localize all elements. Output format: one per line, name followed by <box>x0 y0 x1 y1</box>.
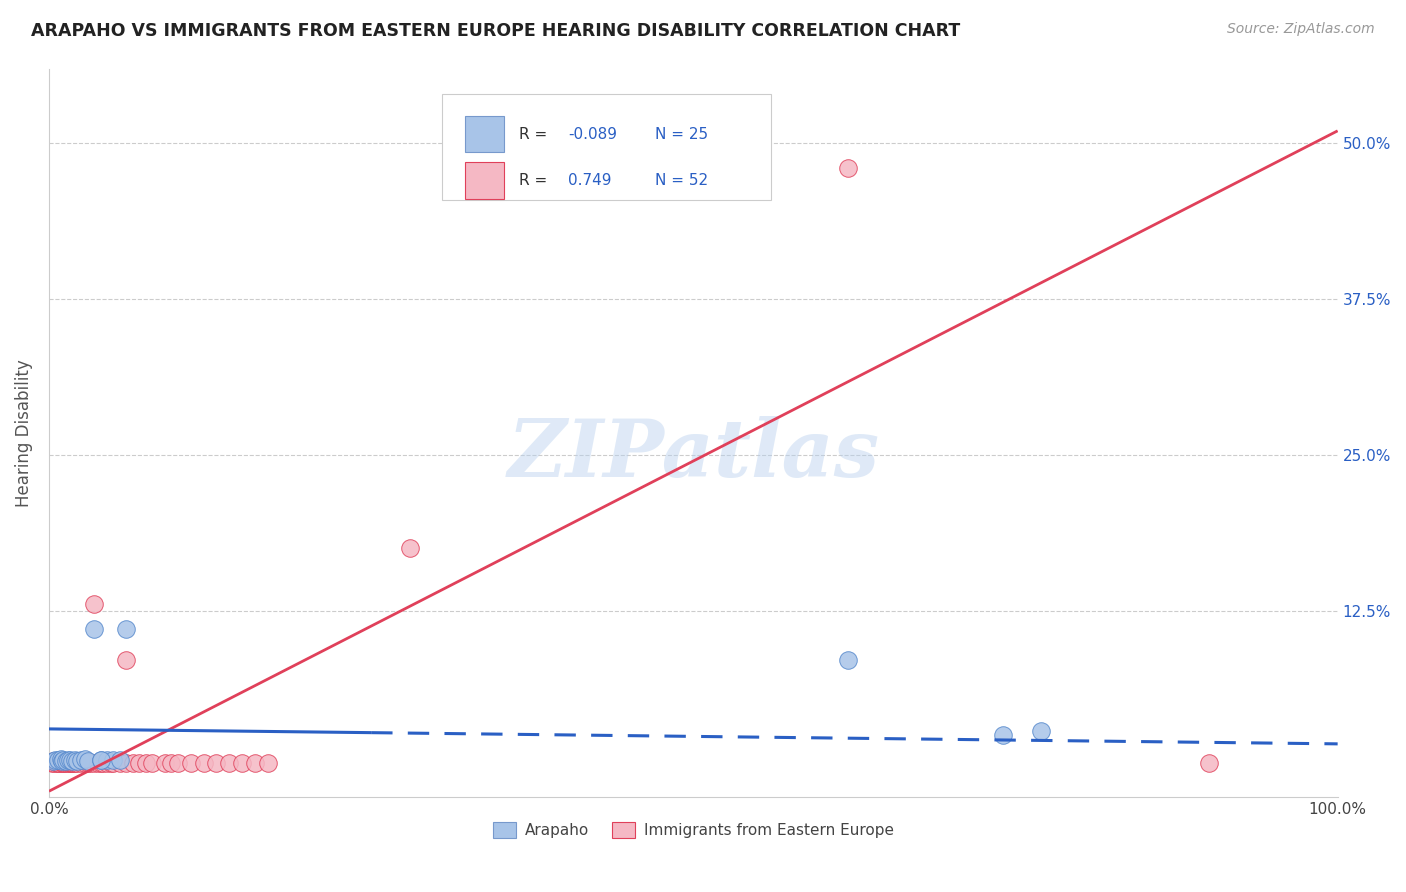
Point <box>153 756 176 770</box>
Point <box>87 756 110 770</box>
Point <box>60 756 83 770</box>
Text: Source: ZipAtlas.com: Source: ZipAtlas.com <box>1227 22 1375 37</box>
Point <box>83 756 105 770</box>
Point <box>42 754 65 768</box>
Point <box>58 756 80 770</box>
Point <box>63 753 86 767</box>
Point <box>83 597 105 611</box>
Point <box>1198 756 1220 770</box>
Point <box>66 756 89 770</box>
Point <box>44 753 66 767</box>
Text: N = 25: N = 25 <box>655 127 707 142</box>
Point <box>218 756 240 770</box>
Point <box>73 756 96 770</box>
Point <box>103 756 125 770</box>
Point <box>55 754 77 768</box>
Point <box>837 161 859 176</box>
Point <box>257 756 280 770</box>
Point <box>96 753 118 767</box>
Point <box>89 753 111 767</box>
Point <box>96 756 118 770</box>
Point <box>51 754 73 768</box>
Point <box>79 756 101 770</box>
Point <box>991 728 1014 742</box>
Point <box>56 754 79 768</box>
Point <box>63 756 86 770</box>
Point <box>46 756 69 770</box>
FancyBboxPatch shape <box>441 94 770 200</box>
Point <box>166 756 188 770</box>
Point <box>49 752 72 766</box>
Point <box>1031 724 1053 739</box>
Point <box>115 653 138 667</box>
Point <box>48 756 70 770</box>
Point <box>42 756 65 770</box>
Point <box>46 753 69 767</box>
Point <box>205 756 228 770</box>
Point <box>160 756 183 770</box>
Point <box>100 756 122 770</box>
Point <box>58 753 80 767</box>
Point <box>141 756 163 770</box>
Point <box>115 622 138 636</box>
Point <box>128 756 150 770</box>
Point <box>108 756 131 770</box>
Point <box>44 754 66 768</box>
Point <box>58 753 80 767</box>
Point <box>89 753 111 767</box>
Point <box>70 756 93 770</box>
Bar <box>465 162 503 199</box>
Point <box>52 753 75 767</box>
Point <box>70 753 93 767</box>
Point <box>193 756 215 770</box>
Point <box>135 756 157 770</box>
Point <box>76 754 98 768</box>
Point <box>103 753 125 767</box>
Y-axis label: Hearing Disability: Hearing Disability <box>15 359 32 507</box>
Point <box>51 756 73 770</box>
Point <box>837 653 859 667</box>
Bar <box>465 116 503 153</box>
Point <box>42 754 65 768</box>
Point <box>59 756 82 770</box>
Point <box>41 756 63 770</box>
Point <box>52 756 75 770</box>
Point <box>121 756 143 770</box>
Point <box>55 756 77 770</box>
Text: N = 52: N = 52 <box>655 173 707 188</box>
Legend: Arapaho, Immigrants from Eastern Europe: Arapaho, Immigrants from Eastern Europe <box>486 816 900 845</box>
Point <box>76 756 98 770</box>
Point <box>53 756 76 770</box>
Text: 0.749: 0.749 <box>568 173 612 188</box>
Text: ARAPAHO VS IMMIGRANTS FROM EASTERN EUROPE HEARING DISABILITY CORRELATION CHART: ARAPAHO VS IMMIGRANTS FROM EASTERN EUROP… <box>31 22 960 40</box>
Point <box>89 756 111 770</box>
Text: -0.089: -0.089 <box>568 127 617 142</box>
Point <box>49 754 72 768</box>
Text: R =: R = <box>519 127 553 142</box>
Point <box>83 622 105 636</box>
Point <box>60 754 83 768</box>
Text: ZIPatlas: ZIPatlas <box>508 416 879 493</box>
Point <box>45 756 67 770</box>
Point <box>115 756 138 770</box>
Point <box>73 752 96 766</box>
Point <box>91 756 114 770</box>
Point <box>180 756 202 770</box>
Text: R =: R = <box>519 173 553 188</box>
Point <box>398 541 420 556</box>
Point <box>243 756 266 770</box>
Point <box>108 753 131 767</box>
Point <box>66 754 89 768</box>
Point <box>62 756 84 770</box>
Point <box>58 756 80 770</box>
Point <box>231 756 253 770</box>
